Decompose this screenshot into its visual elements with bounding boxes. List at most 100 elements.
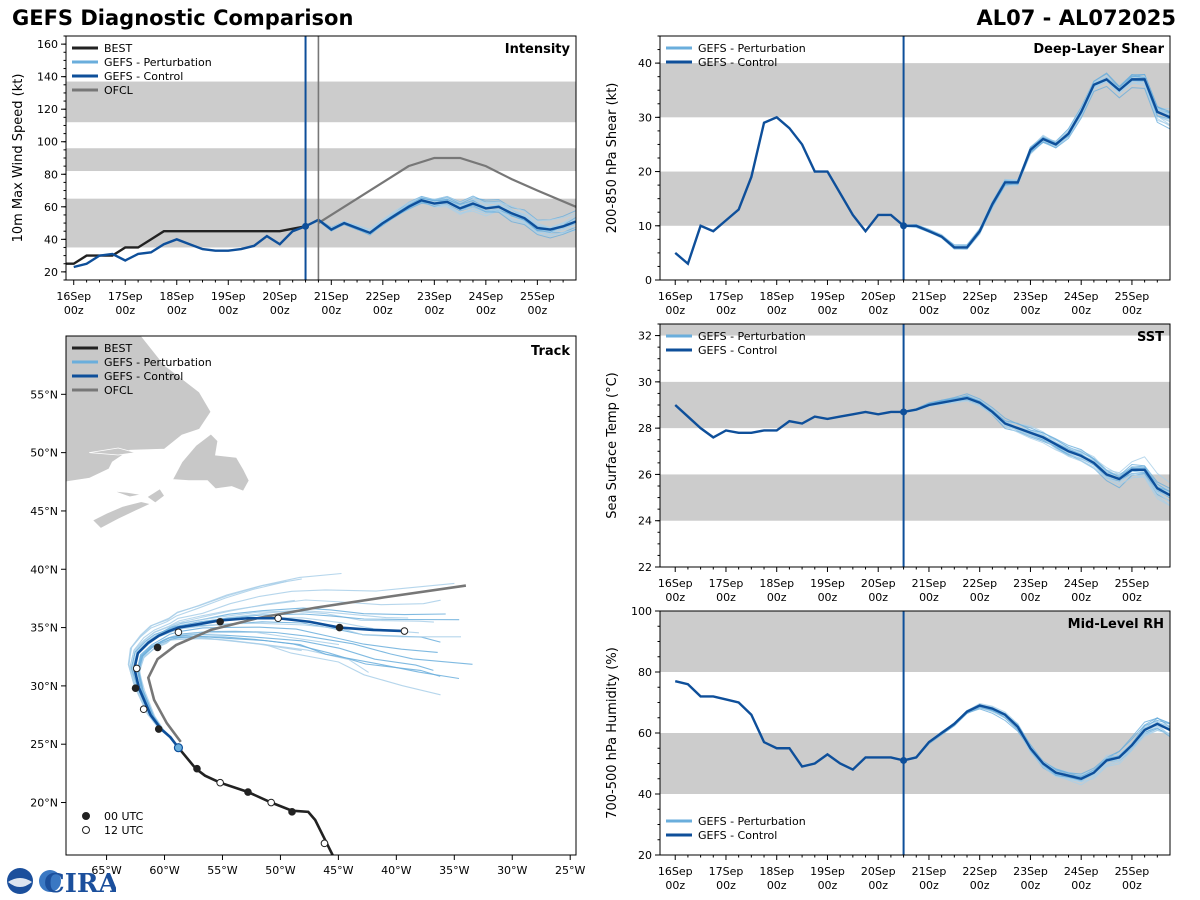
x-tick-label: 23Sep [417,290,452,303]
band-0 [660,474,1170,521]
x-tick-label: 00z [716,304,736,317]
pert-line-21 [903,73,1170,246]
x-tick-label: 24Sep [1064,290,1099,303]
land-7 [107,657,112,660]
ctrl-legend-label: GEFS - Control [698,56,777,69]
lon-tick-label: 55°W [207,864,237,877]
band-1 [66,148,576,172]
ctrl-track-marker [139,705,148,714]
lon-tick-label: 45°W [323,864,353,877]
best-track-marker [244,788,252,796]
x-tick-label: 20Sep [861,577,896,590]
y-tick-label: 100 [37,136,58,149]
pert-track-21 [138,635,460,749]
panel-title: Track [531,344,570,359]
ctrl-track-marker [274,614,282,623]
init-point [900,756,908,764]
track-panel: 20°N 25°N 30°N 35°N 40°N 45°N 50°N 55°N 65°W 60°W… [30,335,586,877]
pert-track-4 [127,580,287,749]
y-tick-label: 40 [638,57,652,70]
y-tick-label: 26 [638,468,652,481]
land-2 [92,501,152,529]
x-tick-label: 00z [767,304,787,317]
x-tick-label: 00z [919,879,939,892]
y-axis-label: 10m Max Wind Speed (kt) [11,74,26,243]
land-1 [171,433,250,492]
lat-tick-label: 40°N [30,563,58,576]
lon-tick-label: 25°W [555,864,585,877]
ofcl-legend-label: OFCL [104,384,134,397]
y-axis-label: 700-500 hPa Humidity (%) [605,647,620,819]
y-tick-label: 22 [638,561,652,574]
ofcl-line [317,156,576,224]
y-tick-label: 40 [638,788,652,801]
x-tick-label: 16Sep [658,290,693,303]
utc00-legend-marker [82,812,90,820]
x-tick-label: 19Sep [211,290,246,303]
ctrl-track-marker [400,627,409,635]
x-tick-label: 00z [716,591,736,604]
y-tick-label: 40 [44,233,58,246]
ctrl-track-marker [335,623,344,632]
x-tick-label: 00z [665,304,685,317]
x-tick-label: 00z [868,591,888,604]
x-tick-label: 00z [970,591,990,604]
ctrl-track-marker [216,617,224,626]
ctrl-line [674,77,1170,266]
x-tick-label: 00z [1122,879,1142,892]
y-tick-label: 10 [638,220,652,233]
shear-panel: 01020304016Sep00z17Sep00z18Sep00z19Sep00… [605,35,1171,317]
ctrl-legend-label: GEFS - Control [698,344,777,357]
y-tick-label: 60 [44,201,58,214]
lat-tick-label: 20°N [30,797,58,810]
lat-tick-label: 35°N [30,622,58,635]
x-tick-label: 00z [919,304,939,317]
x-tick-label: 00z [373,304,393,317]
utc12-legend-label: 12 UTC [104,824,144,837]
x-tick-label: 22Sep [365,290,400,303]
ctrl-line [674,679,1170,781]
x-tick-label: 21Sep [912,577,947,590]
best-track-marker [216,778,224,787]
track-init-point [173,743,184,753]
y-tick-label: 100 [631,605,652,618]
ctrl-line [674,396,1170,497]
pert-track-6 [133,621,441,749]
axes-frame [659,323,1171,568]
x-tick-label: 00z [167,304,187,317]
x-tick-label: 18Sep [759,865,794,878]
intensity-panel: 2040608010012014016016Sep00z17Sep00z18Se… [11,35,577,317]
x-tick-label: 00z [1071,879,1091,892]
pert-legend-label: GEFS - Perturbation [698,42,806,55]
best-track-marker [193,764,201,773]
x-tick-label: 23Sep [1013,577,1048,590]
best-track-marker [288,808,296,816]
ctrl-track-marker [174,628,183,637]
land-3 [146,488,166,504]
ofcl-legend-label: OFCL [104,84,134,97]
x-tick-label: 19Sep [810,865,845,878]
x-tick-label: 00z [1021,304,1041,317]
x-tick-label: 25Sep [1115,865,1150,878]
x-tick-label: 20Sep [262,290,297,303]
x-tick-label: 20Sep [861,865,896,878]
pert-track-2 [129,582,455,749]
x-tick-label: 00z [64,304,84,317]
x-tick-label: 00z [818,591,838,604]
x-tick-label: 18Sep [759,290,794,303]
ctrl-track-marker [132,664,141,673]
x-tick-label: 00z [818,879,838,892]
best-track-marker [320,839,329,848]
x-tick-label: 00z [868,879,888,892]
lat-tick-label: 25°N [30,738,58,751]
y-tick-label: 140 [37,71,58,84]
pert-legend-label: GEFS - Perturbation [698,815,806,828]
best-legend-label: BEST [104,342,132,355]
ctrl-legend-label: GEFS - Control [104,370,183,383]
x-tick-label: 00z [270,304,290,317]
y-tick-label: 80 [638,666,652,679]
cira-wordmark: CIRA [44,869,116,898]
x-tick-label: 23Sep [1013,865,1048,878]
x-tick-label: 00z [868,304,888,317]
x-tick-label: 22Sep [962,290,997,303]
